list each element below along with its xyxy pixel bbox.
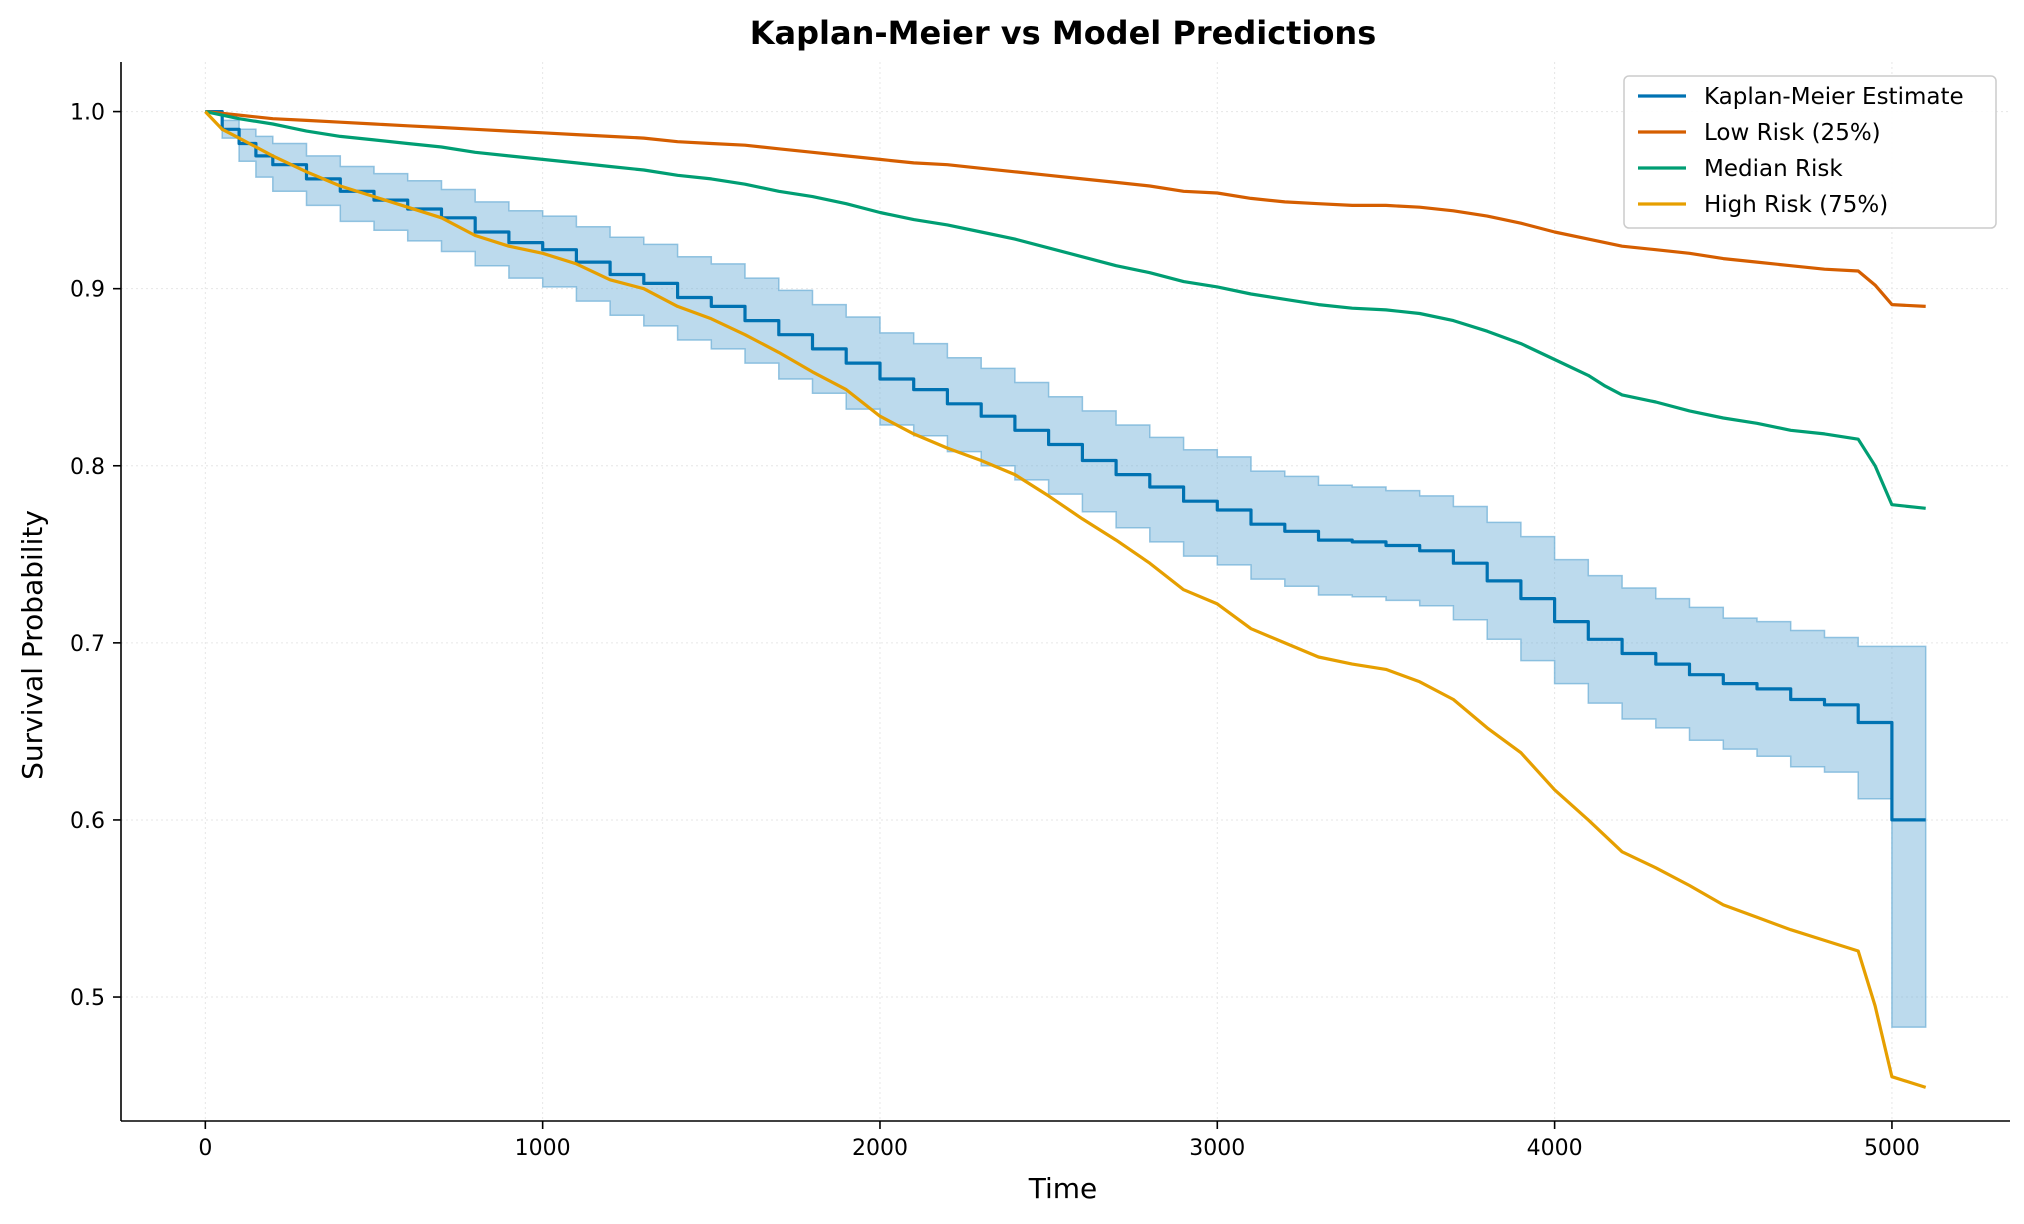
series-lines [204, 110, 1927, 1089]
grid-lines [121, 62, 2010, 1121]
legend-item: Low Risk (25%) [1638, 120, 1881, 146]
legend-label: Median Risk [1704, 156, 1843, 182]
legend-item: Kaplan-Meier Estimate [1638, 84, 1964, 110]
y-tick-label: 0.8 [70, 455, 105, 480]
y-tick-label: 0.6 [70, 809, 105, 834]
x-tick-label: 2000 [852, 1136, 908, 1161]
series-line-0 [205, 110, 1926, 822]
x-tick-label: 4000 [1527, 1136, 1583, 1161]
legend-item: High Risk (75%) [1638, 192, 1888, 218]
x-tick-label: 3000 [1189, 1136, 1245, 1161]
y-tick-label: 0.5 [70, 986, 105, 1011]
y-axis-title: Survival Probability [16, 510, 49, 780]
series-line-3 [204, 110, 1927, 1089]
x-tick-label: 1000 [515, 1136, 571, 1161]
y-tick-label: 1.0 [70, 101, 105, 126]
series-line-2 [204, 110, 1926, 510]
legend-label: Kaplan-Meier Estimate [1704, 84, 1964, 110]
x-axis-title: Time [1028, 1172, 1098, 1205]
axes: 0 1000 2000 3000 4000 5000 0.5 0.6 0.7 0.8 0.9 1.0 [70, 62, 2010, 1161]
legend-label: High Risk (75%) [1704, 192, 1888, 218]
x-tick-label: 5000 [1864, 1136, 1920, 1161]
series-line-1 [205, 110, 1926, 308]
legend-label: Low Risk (25%) [1704, 120, 1881, 146]
x-tick-label: 0 [198, 1136, 212, 1161]
km-confidence-band [205, 110, 1927, 1028]
y-tick-label: 0.7 [70, 632, 105, 657]
legend: Kaplan-Meier Estimate Low Risk (25%) Media… [1623, 75, 1997, 229]
chart-title: Kaplan-Meier vs Model Predictions [750, 14, 1377, 52]
legend-item: Median Risk [1638, 156, 1843, 182]
y-tick-label: 0.9 [70, 278, 105, 303]
legend-box [1623, 75, 1997, 229]
